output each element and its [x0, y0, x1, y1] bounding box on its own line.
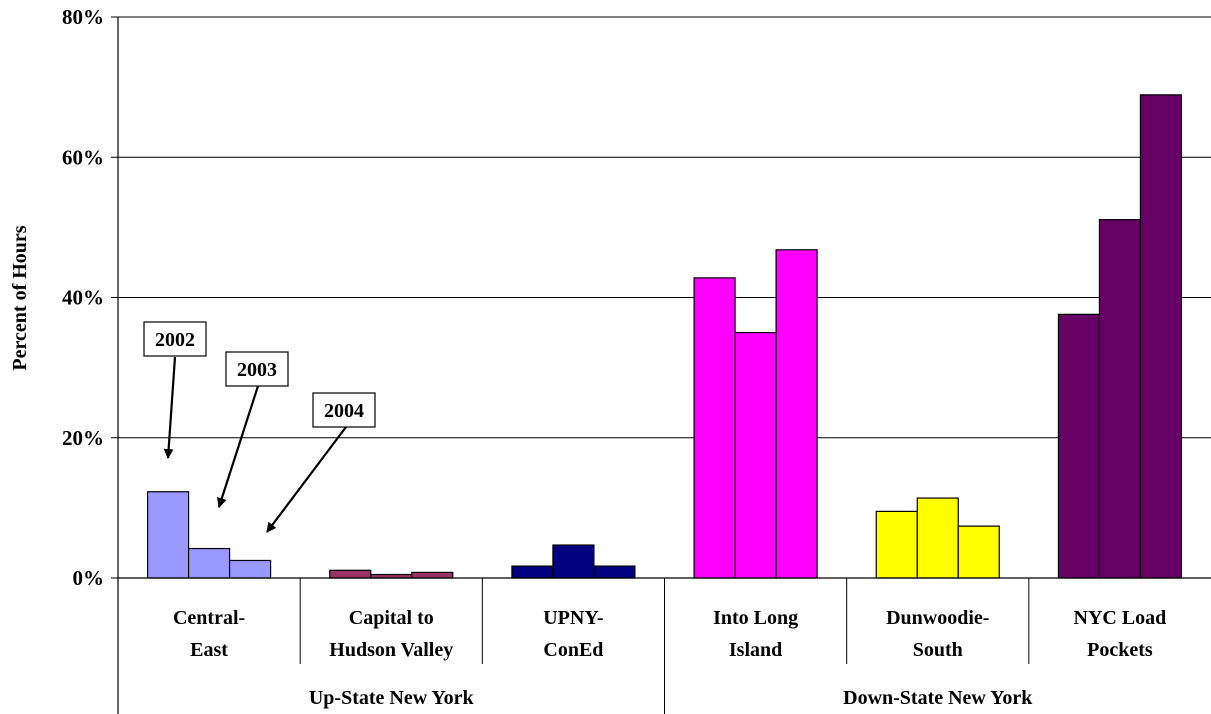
y-axis-label: Percent of Hours — [9, 225, 31, 370]
category-label-line1: Into Long — [713, 607, 798, 629]
axes — [117, 17, 1211, 714]
category-label-line2: Island — [729, 639, 782, 661]
y-tick-label: 20% — [62, 426, 104, 450]
group-label: Up-State New York — [309, 687, 475, 709]
group-labels: Up-State New York Down-State New York — [309, 687, 1033, 709]
annotation-label-2003: 2003 — [237, 359, 277, 381]
annotation-arrow-2003 — [217, 385, 260, 508]
annotation-arrow-2002 — [163, 356, 177, 459]
bar-2002 — [511, 565, 554, 579]
bar-2002 — [146, 491, 190, 579]
annotation-label-2004: 2004 — [324, 400, 364, 422]
category-label-line1: Dunwoodie- — [886, 607, 989, 629]
annotation-arrow-2004 — [266, 426, 347, 533]
bar-2003 — [552, 544, 595, 579]
bar-2004 — [411, 571, 454, 579]
bar-2004 — [957, 525, 1000, 579]
annotation-box-2002 — [143, 321, 207, 357]
category-label-line2: Hudson Valley — [329, 639, 453, 661]
bar-2002 — [693, 277, 736, 579]
bar-2004 — [228, 559, 272, 579]
category-label-line2: East — [190, 639, 228, 661]
gridlines — [111, 16, 1211, 579]
bar-2004 — [593, 565, 636, 579]
bar-series — [146, 94, 1183, 579]
y-tick-label: 0% — [73, 566, 105, 590]
y-tick-labels: 0% 20% 40% 60% 80% — [62, 5, 104, 590]
annotation-box-2004 — [312, 392, 376, 428]
bar-2003 — [1098, 219, 1142, 579]
bar-2003 — [734, 331, 777, 579]
y-tick-label: 80% — [62, 5, 104, 29]
category-label-line2: Pockets — [1087, 639, 1153, 661]
category-label-line2: ConEd — [543, 639, 603, 661]
bar-2002 — [1057, 313, 1101, 579]
year-annotations: 2002 2003 2004 — [143, 321, 376, 533]
bar-2004 — [775, 249, 818, 579]
bar-2002 — [875, 510, 918, 579]
category-label-line1: NYC Load — [1074, 607, 1167, 629]
category-labels: Central- East Capital to Hudson Valley UPNY-… — [173, 607, 1166, 661]
category-label-line1: Central- — [173, 607, 245, 629]
category-label-line2: South — [913, 639, 963, 661]
y-tick-label: 40% — [62, 286, 104, 310]
annotation-label-2002: 2002 — [155, 329, 195, 351]
bar-2004 — [1139, 94, 1183, 579]
group-label: Down-State New York — [843, 687, 1033, 709]
bar-2003 — [187, 547, 231, 579]
y-tick-label: 60% — [62, 145, 104, 169]
bar-2003 — [916, 497, 959, 579]
bar-2002 — [329, 569, 372, 579]
category-label-line1: Capital to — [349, 607, 434, 629]
category-label-line1: UPNY- — [543, 607, 603, 629]
